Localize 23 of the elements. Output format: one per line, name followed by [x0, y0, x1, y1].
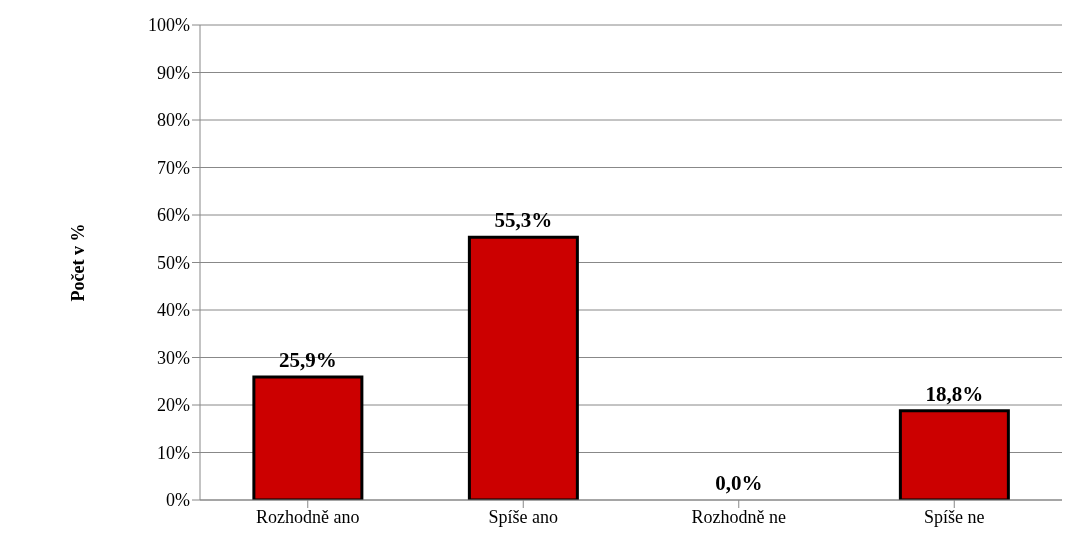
y-tick-label: 50% — [157, 252, 190, 273]
data-label: 55,3% — [494, 208, 553, 233]
bar — [898, 409, 1010, 500]
x-tick-label: Rozhodně ne — [691, 506, 786, 527]
bar — [252, 375, 364, 500]
y-tick-label: 30% — [157, 347, 190, 368]
y-tick-label: 80% — [157, 110, 190, 131]
y-tick-label: 70% — [157, 157, 190, 178]
y-tick-label: 0% — [166, 490, 190, 511]
x-tick-label: Rozhodně ano — [256, 506, 360, 527]
y-tick-label: 100% — [148, 15, 190, 36]
data-label: 25,9% — [278, 347, 337, 372]
y-tick-label: 90% — [157, 62, 190, 83]
bar — [467, 235, 579, 500]
data-label: 18,8% — [925, 381, 984, 406]
data-label: 0,0% — [715, 471, 763, 495]
y-axis-title: Počet v % — [68, 223, 89, 302]
y-tick-label: 20% — [157, 395, 190, 416]
y-tick-label: 10% — [157, 442, 190, 463]
y-tick-label: 60% — [157, 205, 190, 226]
y-tick-label: 40% — [157, 300, 190, 321]
x-tick-label: Spíše ano — [488, 506, 558, 527]
x-tick-label: Spíše ne — [924, 506, 985, 527]
